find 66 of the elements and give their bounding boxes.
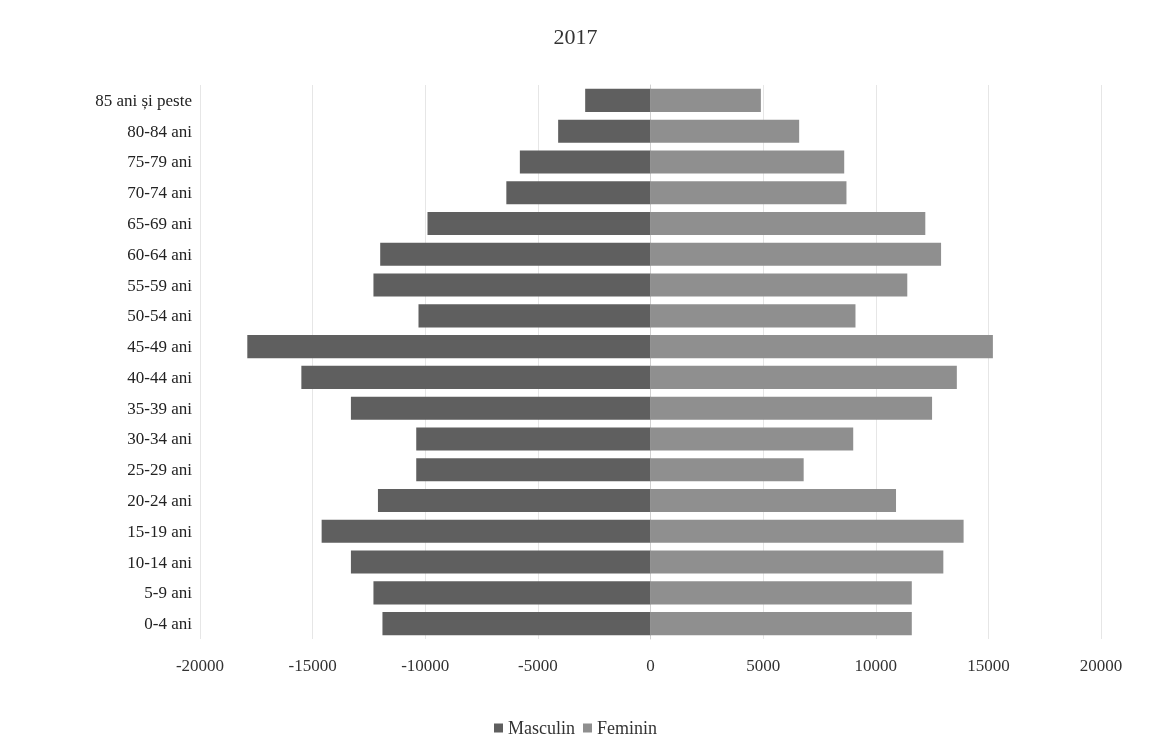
x-tick-label: -15000 bbox=[288, 656, 337, 675]
bar bbox=[650, 181, 847, 205]
bar bbox=[416, 427, 651, 451]
bar bbox=[650, 150, 845, 174]
bar bbox=[650, 488, 897, 513]
y-tick-label: 25-29 ani bbox=[127, 460, 193, 480]
y-tick-label: 15-19 ani bbox=[127, 521, 193, 541]
bar bbox=[321, 519, 651, 543]
bar bbox=[650, 242, 942, 266]
bar bbox=[506, 181, 651, 205]
x-tick-label: 5000 bbox=[746, 656, 781, 675]
y-tick-label: 50-54 ani bbox=[127, 306, 193, 326]
bar bbox=[519, 150, 651, 174]
bar bbox=[427, 211, 651, 236]
y-tick-label: 75-79 ani bbox=[127, 152, 193, 172]
y-tick-label: 80-84 ani bbox=[127, 121, 193, 141]
x-tick-label: 15000 bbox=[967, 656, 1010, 675]
y-tick-label: 10-14 ani bbox=[127, 552, 193, 572]
bar bbox=[650, 211, 926, 236]
y-tick-label: 65-69 ani bbox=[127, 214, 193, 233]
x-tick-label: -20000 bbox=[175, 656, 225, 675]
bar bbox=[373, 581, 651, 605]
bar bbox=[650, 581, 912, 605]
bar bbox=[650, 365, 957, 389]
bar bbox=[650, 335, 993, 359]
bar bbox=[585, 88, 651, 112]
y-tick-label: 45-49 ani bbox=[127, 337, 193, 357]
x-tick-label: -10000 bbox=[401, 656, 450, 675]
bar bbox=[373, 273, 651, 297]
bar bbox=[650, 396, 933, 420]
y-tick-label: 20-24 ani bbox=[127, 491, 193, 510]
bar bbox=[380, 242, 651, 266]
bar bbox=[350, 550, 651, 574]
bar bbox=[418, 304, 651, 328]
y-tick-label: 40-44 ani bbox=[127, 367, 193, 387]
y-tick-label: 30-34 ani bbox=[127, 429, 193, 449]
bar bbox=[247, 335, 651, 359]
bar bbox=[650, 458, 804, 482]
y-tick-label: 85 ani și peste bbox=[95, 90, 192, 110]
y-tick-label: 0-4 ani bbox=[144, 614, 193, 634]
bar bbox=[650, 88, 761, 112]
y-tick-label: 5-9 ani bbox=[144, 583, 193, 603]
chart-title: 2017 bbox=[553, 23, 598, 49]
bar bbox=[650, 519, 964, 543]
legend-label: Masculin bbox=[508, 718, 575, 738]
y-tick-label: 60-64 ani bbox=[127, 244, 193, 264]
bar bbox=[416, 458, 651, 482]
y-tick-label: 55-59 ani bbox=[127, 275, 193, 295]
bar bbox=[382, 612, 651, 636]
bar bbox=[650, 273, 908, 297]
bar bbox=[377, 488, 651, 513]
bar bbox=[350, 396, 651, 420]
bar bbox=[301, 365, 651, 389]
x-tick-label: 0 bbox=[646, 656, 655, 675]
bar bbox=[650, 427, 854, 451]
x-tick-label: 10000 bbox=[854, 656, 897, 675]
bar bbox=[558, 119, 651, 143]
bar bbox=[650, 612, 912, 636]
y-tick-label: 70-74 ani bbox=[127, 183, 193, 203]
x-tick-label: -5000 bbox=[518, 656, 558, 675]
bar bbox=[650, 304, 856, 328]
bar bbox=[650, 119, 800, 143]
y-tick-label: 35-39 ani bbox=[127, 398, 193, 418]
bar bbox=[650, 550, 944, 574]
legend-label: Feminin bbox=[596, 718, 658, 738]
x-tick-label: 20000 bbox=[1079, 656, 1123, 675]
